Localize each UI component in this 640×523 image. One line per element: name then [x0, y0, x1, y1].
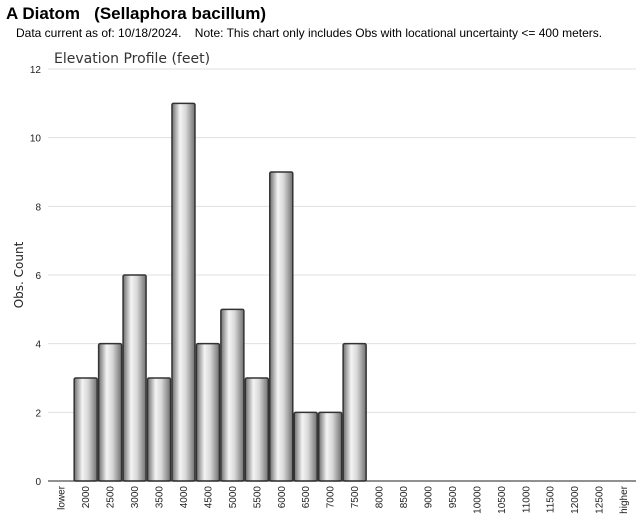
x-tick-label: 5000: [228, 486, 239, 509]
x-tick-label: 9000: [423, 486, 434, 509]
bar-7000: [317, 411, 343, 482]
x-tick-label: 3500: [155, 486, 166, 509]
bar-6500: [293, 411, 318, 482]
bar-5500: [244, 377, 270, 482]
x-tick-label: 6500: [301, 486, 312, 509]
x-tick-label: 4000: [179, 486, 190, 509]
x-tick-label: 7500: [350, 486, 361, 509]
y-tick-label: 8: [35, 202, 41, 213]
bar-6000: [269, 171, 294, 482]
chart-title: Elevation Profile (feet): [54, 51, 210, 67]
bar-2000: [73, 377, 98, 482]
x-tick-label: 3000: [130, 486, 141, 509]
y-tick-label: 6: [35, 271, 41, 282]
x-tick-label: 2000: [81, 486, 92, 509]
page-subtitle: Data current as of: 10/18/2024. Note: Th…: [16, 26, 603, 40]
bar-4000: [171, 102, 196, 482]
x-tick-label: 12500: [595, 486, 606, 514]
bar-3500: [146, 377, 172, 482]
y-tick-label: 12: [30, 65, 42, 76]
x-tick-label: higher: [619, 485, 630, 513]
bar-2500: [97, 342, 123, 482]
y-tick-label: 0: [35, 477, 41, 488]
x-tick-label: 10500: [497, 486, 508, 514]
x-tick-label: 2500: [106, 486, 117, 509]
y-tick-label: 2: [35, 408, 41, 419]
y-tick-label: 4: [35, 340, 41, 351]
x-tick-label: 12000: [570, 486, 581, 514]
x-tick-label: 6000: [277, 486, 288, 509]
x-tick-label: 7000: [326, 486, 337, 509]
bar-5000: [220, 308, 245, 482]
x-tick-label: 4500: [203, 486, 214, 509]
x-tick-label: 8000: [375, 486, 386, 509]
y-tick-label: 10: [30, 134, 42, 145]
y-axis-label: Obs. Count: [12, 241, 26, 308]
x-tick-label: 10000: [472, 486, 483, 514]
x-tick-label: 11500: [546, 486, 557, 514]
bar-7500: [342, 342, 367, 482]
x-tick-label: 9500: [448, 486, 459, 509]
page-title: A Diatom (Sellaphora bacillum): [6, 4, 267, 23]
x-tick-label: lower: [57, 485, 68, 510]
bar-4500: [195, 342, 221, 482]
bar-3000: [122, 274, 147, 482]
x-tick-label: 11000: [521, 486, 532, 514]
x-tick-label: 5500: [252, 486, 263, 509]
x-tick-label: 8500: [399, 486, 410, 509]
